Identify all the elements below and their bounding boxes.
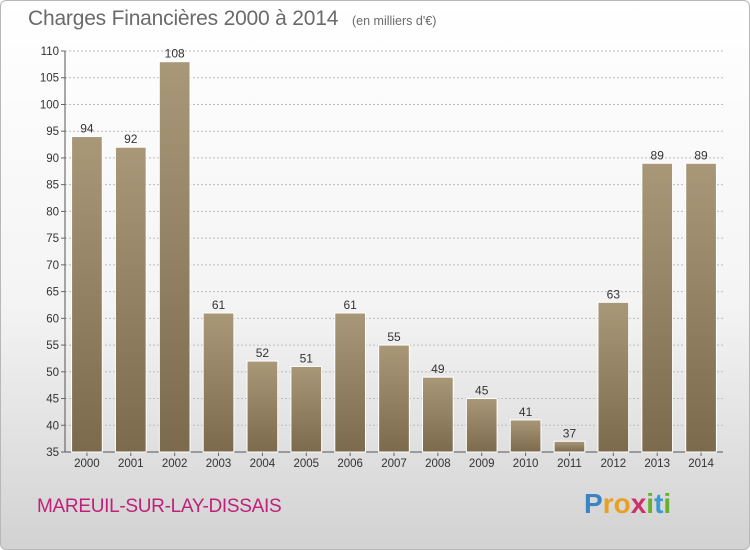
chart-subtitle: (en milliers d'€) [352,14,437,28]
bar-2003 [202,312,235,453]
bar-2012 [597,301,630,453]
town-name: MAREUIL-SUR-LAY-DISSAIS [37,496,282,517]
data-label-2012: 63 [607,287,621,301]
y-tick-label: 65 [46,287,59,299]
data-label-2001: 92 [124,132,138,146]
bar-2013 [641,162,674,453]
logo-letter: P [584,488,603,519]
x-tick-label-2007: 2007 [381,458,407,470]
logo-letter: i [646,488,655,519]
x-tick-label-2005: 2005 [293,458,319,470]
x-tick-label-2013: 2013 [644,458,670,470]
data-label-2007: 55 [387,330,401,344]
data-label-2011: 37 [563,426,577,440]
data-label-2014: 89 [694,148,708,162]
logo-letter: x [630,488,647,519]
chart-title: Charges Financières 2000 à 2014 [28,7,339,30]
y-tick-label: 40 [46,420,59,432]
x-tick-label-2002: 2002 [162,458,188,470]
y-tick-label: 45 [46,394,59,406]
y-tick-label: 105 [40,73,59,85]
y-tick-label: 85 [46,180,59,192]
y-tick-label: 75 [46,233,59,245]
x-tick-label-2006: 2006 [337,458,363,470]
data-label-2005: 51 [300,351,314,365]
x-tick-label-2010: 2010 [513,458,539,470]
bar-2004 [246,360,279,453]
x-tick-label-2009: 2009 [469,458,495,470]
x-tick-label-2014: 2014 [688,458,714,470]
y-tick-label: 35 [46,447,59,459]
x-tick-label-2012: 2012 [601,458,627,470]
bar-2007 [378,344,410,453]
logo-letter: r [602,488,614,519]
x-tick-label-2008: 2008 [425,458,451,470]
x-tick-label-2011: 2011 [557,458,582,470]
bar-2001 [114,146,147,453]
proxiti-logo: Proxiti [584,488,671,520]
y-tick-label: 55 [46,340,59,352]
y-tick-label: 90 [46,153,59,165]
axis-layer: 35 40 45 50 55 60 65 70 75 80 85 90 95 100 105 110 2000 2… [40,46,723,470]
bar-2014 [685,162,717,453]
y-tick-label: 110 [41,46,59,58]
y-tick-label: 50 [46,367,59,379]
y-tick-label: 80 [46,206,59,218]
bar-2008 [422,376,454,453]
x-tick-label-2000: 2000 [74,458,100,470]
data-label-2003: 61 [212,298,226,312]
x-tick-label-2004: 2004 [250,458,276,470]
logo-letter: i [663,488,672,519]
data-label-2008: 49 [431,362,445,376]
data-label-2002: 108 [165,47,185,61]
logo-letter: t [654,488,664,519]
y-tick-label: 60 [46,313,59,325]
x-tick-label-2001: 2001 [118,458,144,470]
y-tick-label: 70 [46,260,59,272]
data-label-2006: 61 [343,298,357,312]
data-label-2000: 94 [80,122,94,136]
bar-2005 [290,365,323,453]
bar-2006 [334,312,366,453]
bar-2010 [509,419,542,453]
y-tick-label: 95 [46,126,59,138]
data-label-2004: 52 [256,346,270,360]
x-tick-label-2003: 2003 [206,458,232,470]
bar-2002 [158,61,191,453]
label-layer: 94 92 108 61 52 51 61 55 49 45 41 37 63 89 89 [80,47,708,441]
bar-2009 [465,398,498,453]
y-tick-label: 100 [40,99,59,111]
data-label-2010: 41 [519,405,533,419]
bar-2000 [71,136,103,453]
bar-2011 [553,440,586,453]
data-label-2009: 45 [475,384,489,398]
logo-letter: o [613,488,631,519]
bar-layer [71,61,717,453]
data-label-2013: 89 [651,148,665,162]
